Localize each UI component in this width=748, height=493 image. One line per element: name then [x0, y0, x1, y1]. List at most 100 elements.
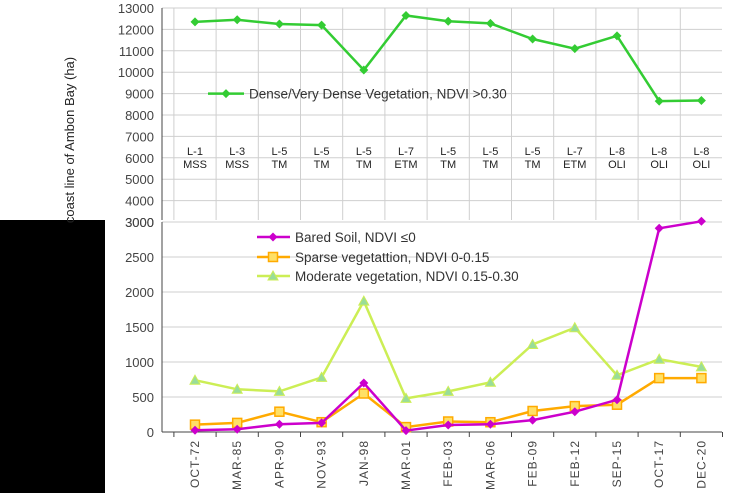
- sensor-label: L-5: [356, 146, 372, 158]
- data-point: [401, 426, 411, 436]
- data-point: [317, 418, 327, 428]
- sensor-label: TM: [271, 159, 287, 171]
- y-tick-label: 10000: [118, 65, 154, 80]
- sensor-label: OLI: [608, 159, 626, 171]
- y-tick-label: 3000: [125, 215, 154, 230]
- sensor-label: OLI: [693, 159, 711, 171]
- data-point: [231, 383, 244, 394]
- data-point: [570, 44, 580, 54]
- sensor-label: TM: [525, 159, 541, 171]
- sensor-label: L-1: [187, 146, 203, 158]
- y-tick-label: 6000: [125, 151, 154, 166]
- sensor-label: L-5: [314, 146, 330, 158]
- sensor-label: L-8: [609, 146, 625, 158]
- y-tick-label: 1000: [125, 355, 154, 370]
- data-point: [442, 385, 455, 396]
- data-point: [274, 19, 284, 29]
- legend-swatch-marker: [268, 232, 278, 242]
- sensor-label: L-3: [229, 146, 245, 158]
- legend-swatch-marker: [267, 269, 279, 281]
- y-axis-label: coast line of Ambon Bay (ha): [62, 57, 77, 223]
- data-point: [190, 425, 200, 435]
- black-mask-top: [0, 0, 105, 220]
- data-point: [484, 376, 497, 387]
- sensor-label: MSS: [225, 159, 249, 171]
- data-point: [528, 34, 538, 44]
- data-point: [359, 378, 369, 388]
- x-tick-label: DEC-20: [694, 440, 708, 489]
- y-tick-label: 8000: [125, 108, 154, 123]
- data-point: [400, 392, 412, 403]
- data-point: [190, 17, 200, 27]
- x-tick-label: FEB-03: [441, 440, 455, 487]
- data-point: [612, 395, 622, 405]
- sensor-label: OLI: [650, 159, 668, 171]
- x-tick-label: SEP-15: [610, 440, 624, 487]
- y-tick-label: 2000: [125, 285, 154, 300]
- data-point: [570, 407, 580, 417]
- data-point: [526, 338, 539, 349]
- sensor-label: TM: [356, 159, 372, 171]
- data-point: [528, 415, 538, 425]
- y-axis-top-panel: 3000 4000 5000 6000 7000 8000 9000 10000 11000 12…: [118, 1, 154, 230]
- data-point: [696, 95, 706, 105]
- x-tick-label: FEB-09: [526, 440, 540, 487]
- x-tick-label: JAN-98: [357, 440, 371, 486]
- data-point: [696, 372, 707, 384]
- y-tick-label: 2500: [125, 250, 154, 265]
- legend-label: Moderate vegetation, NDVI 0.15-0.30: [295, 269, 519, 284]
- data-point: [273, 385, 286, 396]
- data-point: [189, 374, 201, 385]
- data-point: [232, 424, 242, 434]
- black-mask-left: [0, 220, 105, 493]
- dense-vegetation-panel: L-1MSSL-3MSSL-5TML-5TML-5TML-7ETML-5TML-…: [161, 7, 722, 223]
- legend-label: Sparse vegetattion, NDVI 0-0.15: [295, 250, 489, 265]
- data-point: [357, 295, 370, 306]
- sensor-label: L-8: [651, 146, 667, 158]
- data-point: [654, 223, 664, 233]
- y-tick-label: 0: [147, 425, 154, 440]
- data-point: [653, 353, 666, 364]
- x-tick-label: NOV-93: [315, 440, 329, 489]
- x-tick-label: APR-90: [272, 440, 286, 488]
- data-point: [315, 371, 328, 382]
- data-point: [653, 372, 665, 384]
- data-point: [485, 419, 495, 429]
- bottom-panel-background: [105, 220, 748, 493]
- data-point: [274, 406, 285, 417]
- y-tick-label: 12000: [118, 22, 154, 37]
- sensor-label: L-8: [693, 146, 709, 158]
- low-vegetation-panel: 0 500 1000 1500 2000 2500 3000 OCT-72 MAR-85 APR-…: [105, 215, 748, 493]
- y-tick-label: 4000: [125, 194, 154, 209]
- y-tick-label: 7000: [125, 129, 154, 144]
- legend-swatch-marker: [221, 89, 231, 99]
- sensor-label: L-5: [271, 146, 287, 158]
- y-tick-label: 500: [132, 390, 154, 405]
- y-tick-label: 5000: [125, 172, 154, 187]
- x-tick-label: OCT-72: [188, 440, 202, 488]
- data-point: [612, 31, 622, 41]
- data-point: [358, 388, 370, 399]
- y-tick-label: 1500: [125, 320, 154, 335]
- sensor-label: L-5: [440, 146, 456, 158]
- x-tick-label: MAR-85: [230, 440, 244, 490]
- sensor-label: L-7: [567, 146, 583, 158]
- y-tick-label: 3000: [125, 215, 154, 230]
- data-point: [485, 18, 495, 28]
- data-point: [359, 65, 369, 75]
- sensor-label: MSS: [183, 159, 207, 171]
- data-point: [443, 16, 453, 26]
- legend-label: Dense/Very Dense Vegetation, NDVI >0.30: [249, 87, 507, 102]
- sensor-label: L-5: [482, 146, 498, 158]
- data-point: [527, 405, 538, 417]
- sensor-label: ETM: [563, 159, 586, 171]
- y-tick-label: 11000: [119, 44, 154, 59]
- sensor-label: L-5: [525, 146, 541, 158]
- data-point: [443, 420, 453, 430]
- data-point: [317, 20, 327, 30]
- legend-swatch-marker: [267, 251, 279, 263]
- data-point: [654, 96, 664, 106]
- x-tick-label: MAR-06: [483, 440, 497, 490]
- data-point: [401, 10, 411, 20]
